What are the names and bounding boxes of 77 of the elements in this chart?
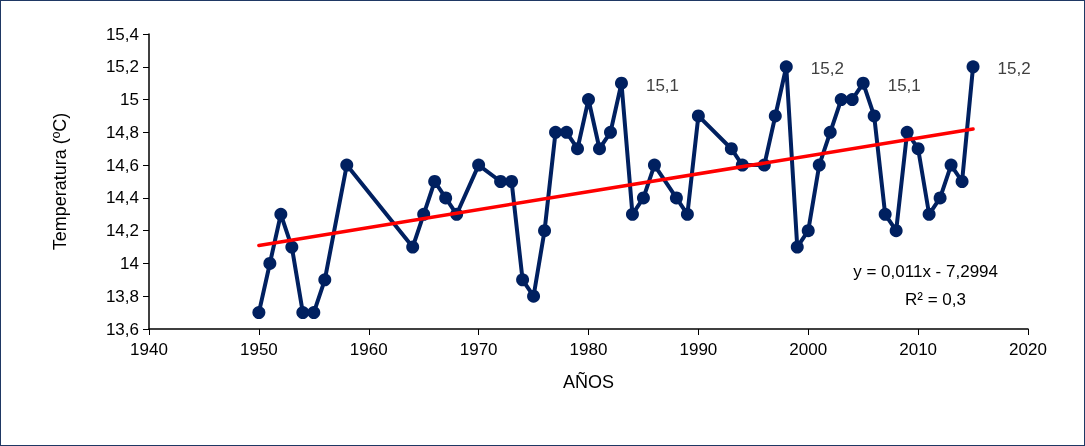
point — [944, 158, 958, 172]
data-label: 15,1 — [887, 75, 921, 95]
point — [691, 109, 705, 123]
point — [669, 191, 683, 205]
point — [966, 60, 980, 74]
x-tick-label: 2000 — [789, 340, 828, 359]
y-axis-title: Temperatura (ºC) — [50, 112, 70, 251]
point — [571, 142, 585, 156]
x-tick-label: 2010 — [899, 340, 938, 359]
y-tick-label: 13,6 — [105, 319, 139, 339]
x-tick-label: 1960 — [349, 340, 388, 359]
point — [779, 60, 793, 74]
point — [307, 306, 321, 320]
point — [593, 142, 606, 156]
data-label: 15,1 — [645, 75, 680, 95]
point — [428, 175, 442, 188]
y-tick-label: 14 — [120, 253, 139, 273]
point — [647, 158, 661, 172]
y-tick-label: 14,8 — [105, 122, 139, 142]
y-tick-label: 14,2 — [105, 221, 139, 241]
point — [889, 224, 903, 238]
point — [472, 158, 486, 172]
point — [516, 273, 530, 287]
point — [636, 191, 650, 205]
point — [549, 125, 563, 139]
y-tick-label: 15,2 — [105, 57, 139, 77]
point — [614, 76, 628, 90]
point — [318, 273, 332, 287]
point — [680, 207, 694, 221]
data-label: 15,2 — [997, 59, 1031, 79]
point — [834, 93, 848, 107]
point — [900, 125, 914, 139]
point — [494, 175, 508, 188]
point — [274, 207, 288, 221]
point — [856, 76, 870, 90]
y-tick-label: 14,4 — [105, 188, 139, 208]
point — [582, 93, 595, 107]
point — [285, 240, 299, 254]
y-tick-label: 15 — [120, 90, 139, 110]
point — [911, 142, 925, 156]
x-tick-label: 1950 — [239, 340, 278, 359]
point — [801, 224, 815, 238]
point — [527, 289, 541, 303]
point — [955, 175, 969, 188]
point — [878, 207, 892, 221]
y-tick-label: 13,8 — [105, 286, 139, 306]
point — [790, 240, 804, 254]
x-axis-title: AÑOS — [562, 371, 615, 392]
x-tick-label: 2020 — [1009, 340, 1047, 359]
annotation: R² = 0,3 — [905, 290, 967, 309]
data-label: 15,2 — [810, 59, 844, 79]
point — [768, 109, 782, 123]
point — [296, 306, 310, 320]
point — [933, 191, 947, 205]
point — [845, 93, 859, 107]
annotation: y = 0,011x - 7,2994 — [853, 262, 999, 281]
y-tick-label: 14,6 — [105, 155, 139, 175]
y-tick-label: 15,4 — [105, 24, 139, 44]
point — [439, 191, 453, 205]
point — [340, 158, 354, 172]
point — [603, 125, 617, 139]
x-tick-label: 1990 — [679, 340, 718, 359]
point — [867, 109, 881, 123]
point — [505, 175, 519, 188]
point — [625, 207, 639, 221]
x-tick-label: 1970 — [459, 340, 498, 359]
point — [263, 256, 277, 270]
point — [812, 158, 826, 172]
point — [406, 240, 420, 254]
x-tick-label: 1940 — [130, 340, 168, 359]
point — [922, 207, 936, 221]
point — [252, 306, 266, 320]
point — [538, 224, 552, 238]
point — [560, 125, 574, 139]
point — [823, 125, 837, 139]
x-tick-label: 1980 — [569, 340, 608, 359]
point — [724, 142, 738, 156]
